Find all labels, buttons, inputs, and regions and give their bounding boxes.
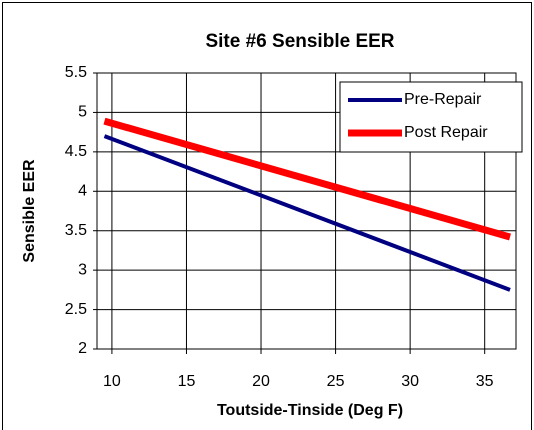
y-tick-label: 3.5 (65, 222, 87, 239)
x-tick-label: 30 (401, 373, 419, 390)
y-tick-label: 4 (78, 183, 87, 200)
y-tick-label: 2.5 (65, 301, 87, 318)
y-tick-label: 5 (78, 104, 87, 121)
y-tick-label: 2 (78, 340, 87, 357)
y-tick-label: 4.5 (65, 143, 87, 160)
chart-title: Site #6 Sensible EER (205, 31, 394, 52)
x-tick-label: 10 (103, 373, 121, 390)
y-tick-label: 3 (78, 261, 87, 278)
x-tick-label: 15 (178, 373, 196, 390)
x-tick-label: 35 (476, 373, 494, 390)
x-tick-label: 20 (252, 373, 270, 390)
series-line (103, 134, 511, 292)
y-axis-label: Sensible EER (21, 159, 38, 263)
legend-label: Post Repair (404, 124, 488, 141)
x-axis-label: Toutside-Tinside (Deg F) (217, 402, 403, 419)
legend-label: Pre-Repair (404, 91, 482, 108)
x-tick-label: 25 (327, 373, 345, 390)
legend-box (339, 81, 523, 153)
series-line (103, 117, 511, 241)
y-tick-label: 5.5 (65, 64, 87, 81)
